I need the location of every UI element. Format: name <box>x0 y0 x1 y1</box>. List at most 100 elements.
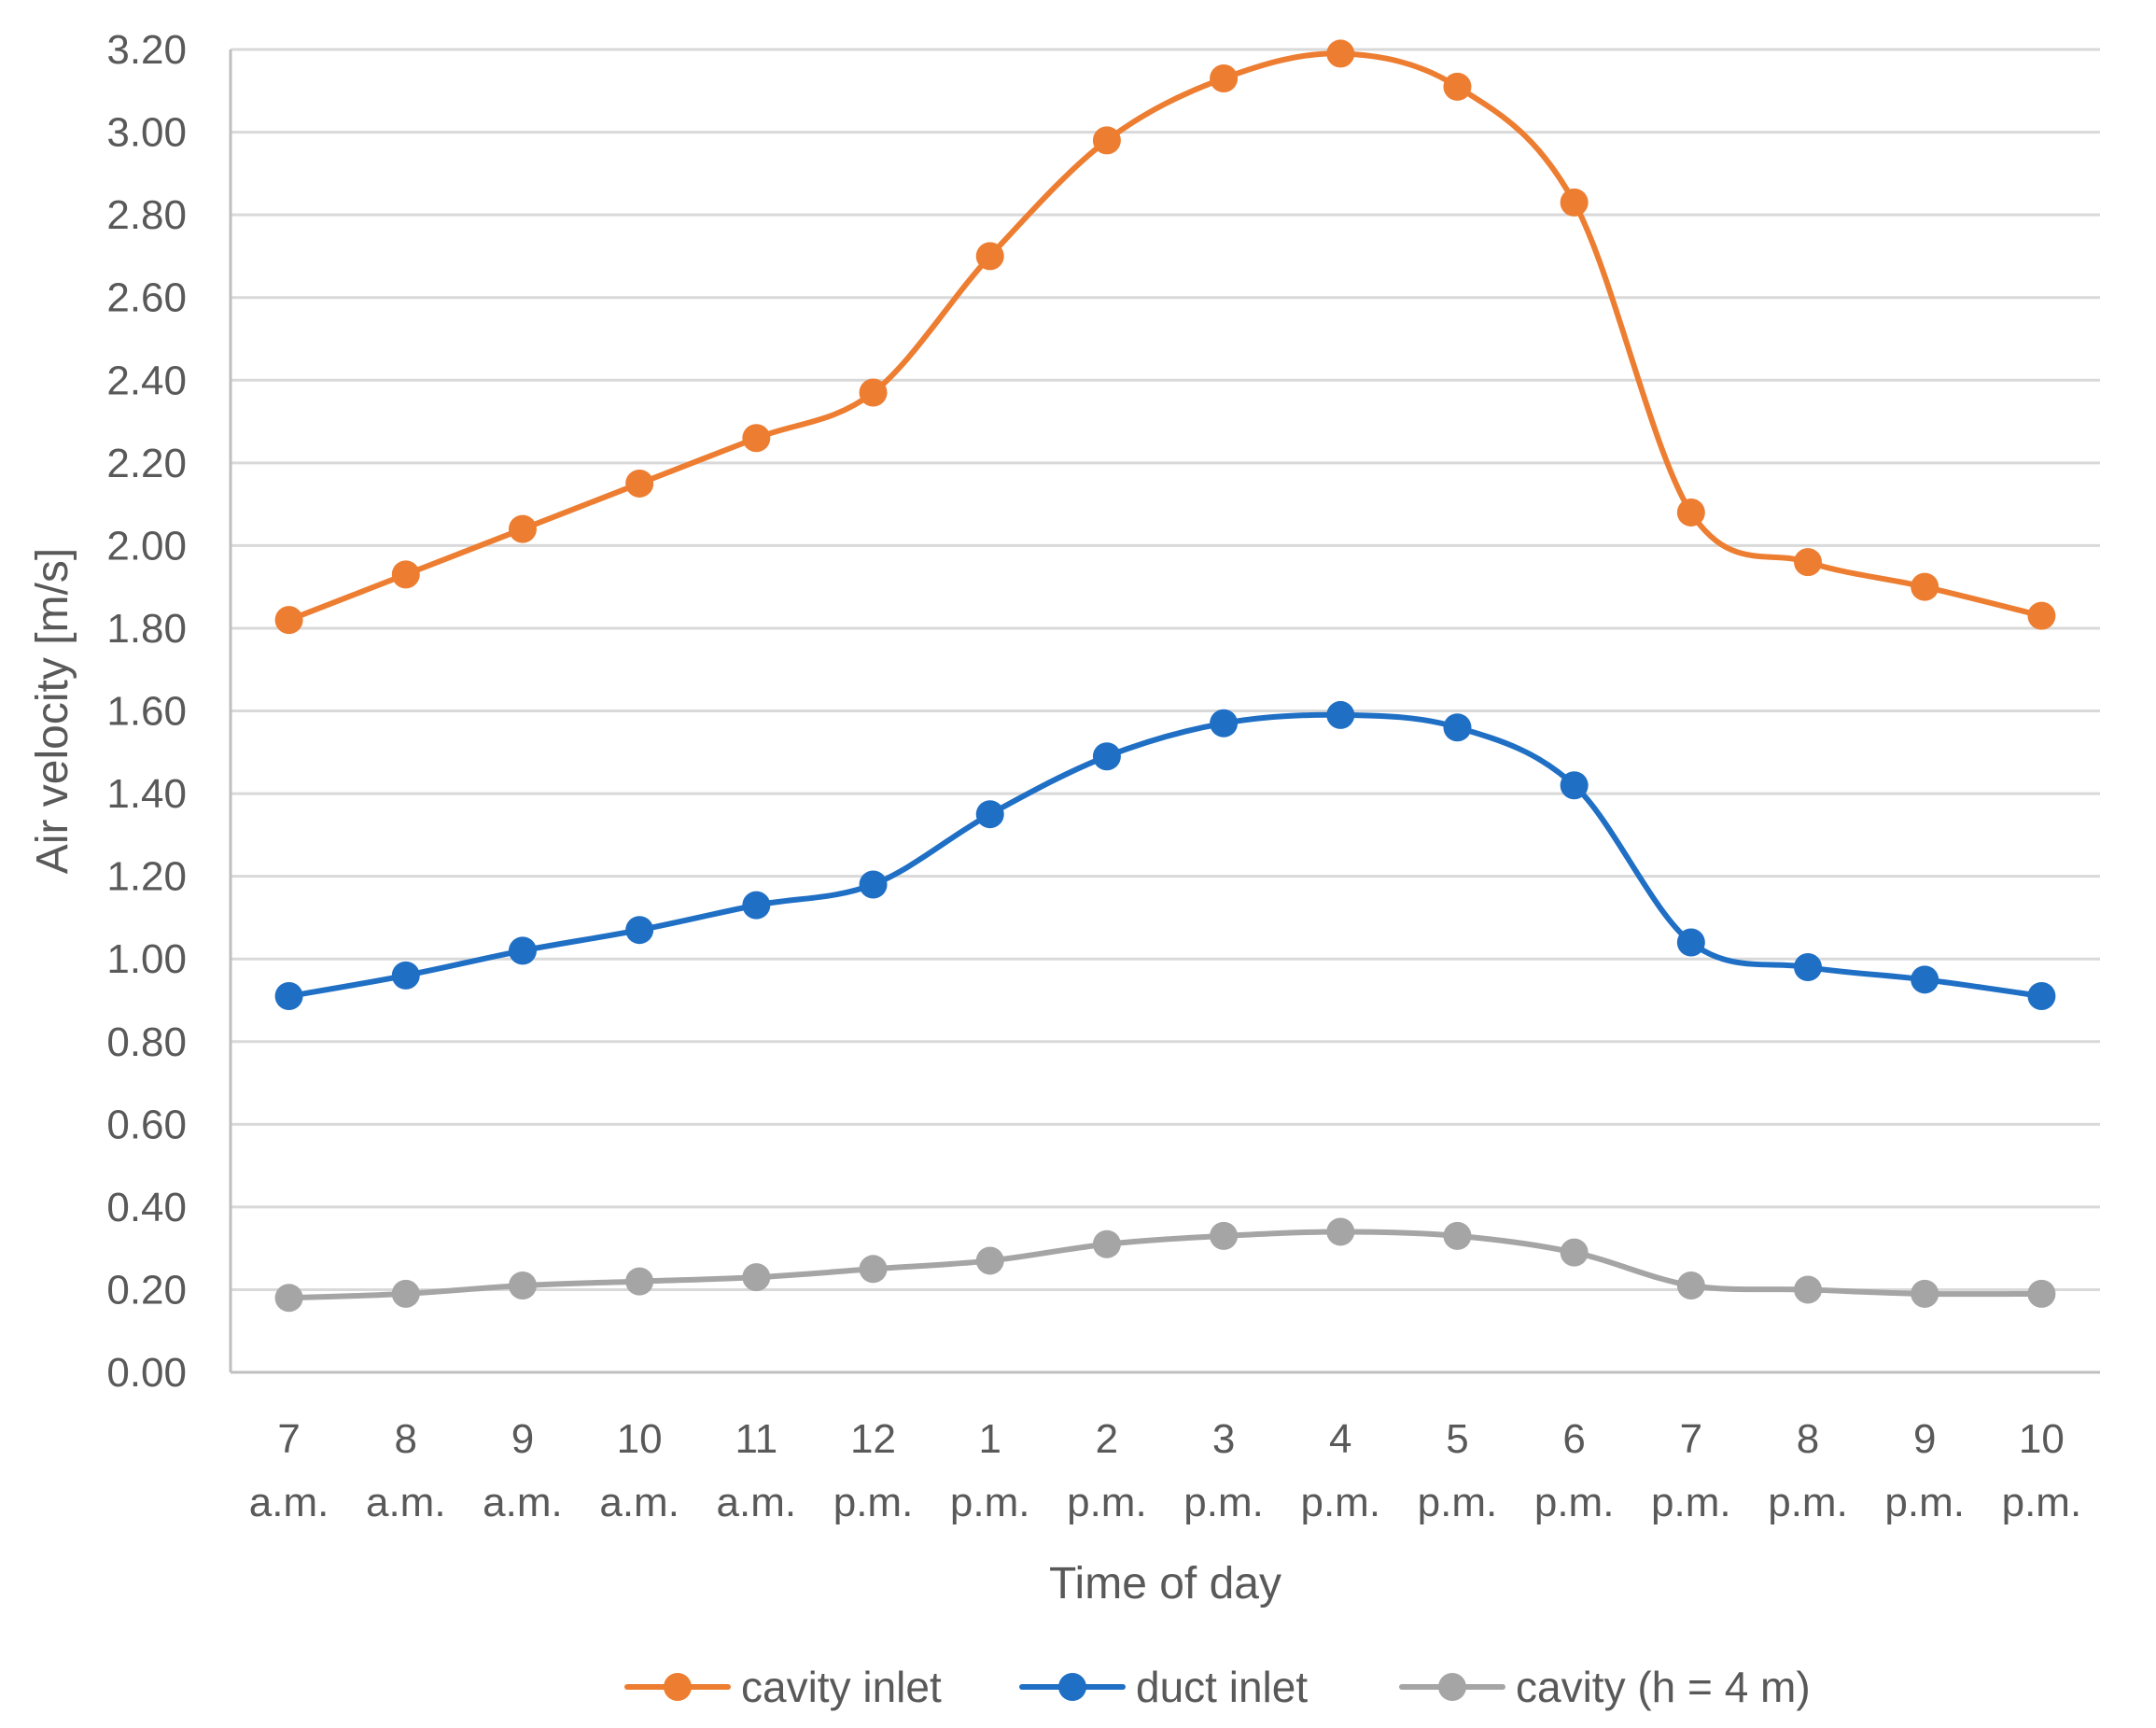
data-point <box>1911 965 1939 994</box>
legend-item: cavity (h = 4 m) <box>1399 1663 1811 1711</box>
x-tick-hour: 2 <box>1096 1416 1118 1462</box>
data-point <box>1443 713 1472 742</box>
data-point <box>1443 1221 1472 1250</box>
x-tick-period: a.m. <box>249 1480 329 1525</box>
y-tick-label: 0.60 <box>106 1102 187 1147</box>
legend-item: cavity inlet <box>624 1663 942 1711</box>
data-point <box>625 916 654 945</box>
data-point <box>1092 742 1121 771</box>
x-tick-period: a.m. <box>483 1480 563 1525</box>
data-point <box>508 514 537 543</box>
y-tick-label: 0.00 <box>106 1350 187 1396</box>
gridlines <box>229 48 2100 1374</box>
data-point <box>1210 709 1239 738</box>
data-point <box>1560 1238 1589 1267</box>
data-point <box>975 800 1004 829</box>
x-tick-period: p.m. <box>1651 1480 1731 1525</box>
x-tick-hour: 6 <box>1562 1416 1585 1462</box>
y-tick-label: 2.20 <box>106 441 187 486</box>
y-tick-label: 0.20 <box>106 1267 187 1313</box>
data-point <box>1676 498 1705 527</box>
data-point <box>508 1271 537 1300</box>
data-point <box>742 891 771 920</box>
data-point <box>742 1263 771 1292</box>
data-point <box>1794 1275 1823 1304</box>
data-point <box>274 606 303 635</box>
x-tick-period: a.m. <box>366 1480 446 1525</box>
y-tick-label: 0.80 <box>106 1019 187 1065</box>
x-tick-period: p.m. <box>1300 1480 1380 1525</box>
y-tick-label: 2.80 <box>106 192 187 238</box>
legend-swatch-marker <box>664 1673 692 1701</box>
data-point <box>391 560 420 589</box>
x-tick-hour: 9 <box>1913 1416 1936 1462</box>
x-tick-hour: 9 <box>511 1416 534 1462</box>
data-point <box>859 1255 888 1284</box>
series-line <box>286 1229 2045 1301</box>
legend-item: duct inlet <box>1019 1663 1308 1711</box>
legend: cavity inlet duct inlet cavity (h = 4 m) <box>624 1663 1811 1711</box>
data-point <box>1560 188 1589 217</box>
y-tick-label: 1.80 <box>106 606 187 652</box>
data-point <box>1443 72 1472 101</box>
x-axis-title: Time of day <box>1049 1559 1281 1609</box>
x-tick-hour: 4 <box>1329 1416 1351 1462</box>
y-axis-title: Air velocity [m/s] <box>28 548 77 874</box>
data-point <box>1911 1279 1939 1308</box>
x-tick-hour: 5 <box>1446 1416 1468 1462</box>
data-point <box>274 1284 303 1313</box>
x-tick-hour: 10 <box>617 1416 663 1462</box>
x-tick-hour: 3 <box>1212 1416 1235 1462</box>
data-point <box>1210 63 1239 92</box>
y-tick-label: 2.60 <box>106 275 187 321</box>
data-point <box>1210 1221 1239 1250</box>
data-point <box>1326 700 1355 729</box>
data-point <box>975 242 1004 271</box>
y-tick-label: 1.20 <box>106 854 187 900</box>
x-tick-hour: 8 <box>1797 1416 1819 1462</box>
y-tick-label: 2.40 <box>106 358 187 403</box>
y-tick-label: 1.60 <box>106 689 187 735</box>
data-point <box>859 378 888 407</box>
data-point <box>2027 1279 2056 1308</box>
data-point <box>2027 982 2056 1011</box>
data-point <box>859 870 888 899</box>
series-group <box>274 39 2056 635</box>
legend-label: cavity inlet <box>741 1663 942 1711</box>
data-point <box>508 936 537 965</box>
data-point <box>391 1279 420 1308</box>
data-point <box>1560 771 1589 800</box>
x-tick-hour: 12 <box>850 1416 896 1462</box>
series-group <box>274 700 2056 1011</box>
x-tick-period: a.m. <box>717 1480 797 1525</box>
data-point <box>391 961 420 990</box>
data-point <box>1326 1217 1355 1246</box>
data-point <box>1326 39 1355 68</box>
data-point <box>1092 1229 1121 1258</box>
y-tick-label: 1.40 <box>106 771 187 817</box>
x-tick-period: p.m. <box>1183 1480 1264 1525</box>
y-tick-label: 0.40 <box>106 1185 187 1230</box>
data-point <box>2027 601 2056 630</box>
x-tick-period: p.m. <box>833 1480 914 1525</box>
x-tick-period: p.m. <box>950 1480 1030 1525</box>
x-tick-period: p.m. <box>2002 1480 2082 1525</box>
legend-label: duct inlet <box>1136 1663 1308 1711</box>
y-tick-label: 3.00 <box>106 110 187 156</box>
data-point <box>975 1246 1004 1275</box>
data-point <box>274 982 303 1011</box>
data-point <box>625 1267 654 1296</box>
series-line <box>286 50 2045 624</box>
x-axis-category-labels: 7 a.m. 8 a.m. 9 a.m. 10 a.m. 11 a.m. 12 p.m. 1 p.m. 2 p… <box>249 1416 2081 1525</box>
legend-swatch-marker <box>1058 1673 1086 1701</box>
data-point <box>625 469 654 498</box>
legend-swatch-marker <box>1438 1673 1466 1701</box>
x-tick-period: a.m. <box>599 1480 679 1525</box>
x-tick-period: p.m. <box>1534 1480 1615 1525</box>
data-point <box>1676 928 1705 957</box>
x-tick-hour: 1 <box>978 1416 1001 1462</box>
data-series <box>274 39 2056 1313</box>
data-point <box>1794 548 1823 577</box>
x-tick-hour: 7 <box>277 1416 300 1462</box>
